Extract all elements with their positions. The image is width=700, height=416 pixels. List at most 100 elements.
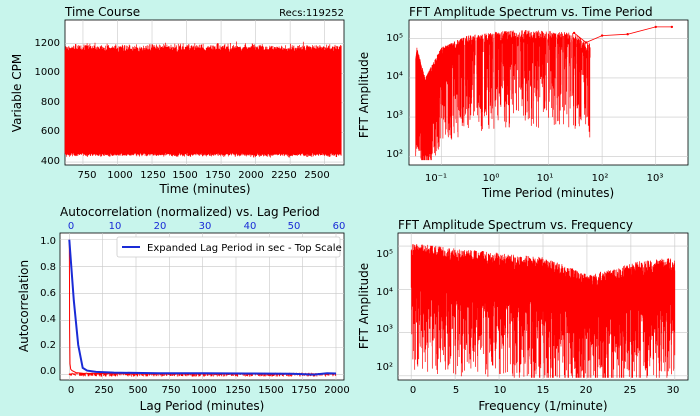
x-ticks: 0 5 10 15 20 25 30	[410, 385, 680, 396]
y-tick: 1200	[35, 38, 60, 49]
y-tick: 0.8	[40, 262, 56, 273]
x-tick: 15	[537, 385, 550, 396]
data-series	[415, 25, 674, 161]
data-point	[572, 31, 576, 35]
x-tick: 10²	[592, 173, 609, 184]
data-point	[670, 25, 674, 29]
y-axis-label: Autocorrelation	[17, 260, 31, 352]
x-tick: 5	[453, 385, 459, 396]
x-tick: 1750	[291, 385, 316, 396]
top-x-tick: 0	[68, 221, 74, 232]
panel-fft-period: FFT Amplitude Spectrum vs. Time Period T…	[357, 5, 689, 200]
x-tick: 500	[128, 385, 147, 396]
x-tick: 30	[667, 385, 680, 396]
x-ticks: 10⁻¹ 10⁰ 10¹ 10² 10³	[425, 173, 663, 184]
series-spikes	[64, 41, 342, 158]
y-tick: 0.6	[40, 288, 56, 299]
y-tick: 800	[41, 97, 60, 108]
x-tick: 10⁻¹	[425, 173, 447, 184]
y-ticks: 10² 10³ 10⁴ 10⁵	[386, 33, 403, 160]
x-tick: 2000	[238, 170, 263, 181]
x-tick: 10	[494, 385, 507, 396]
x-axis-label: Lag Period (minutes)	[140, 399, 265, 413]
top-x-ticks: 0 10 20 30 40 50 60	[68, 221, 346, 232]
x-tick: 0	[68, 385, 74, 396]
x-tick: 0	[410, 385, 416, 396]
y-tick: 0.4	[40, 314, 56, 325]
y-tick: 400	[41, 156, 60, 167]
data-series	[410, 244, 676, 378]
y-axis-label: Variable CPM	[10, 54, 24, 132]
data-point	[626, 33, 629, 36]
x-ticks: 0 250 500 750 1000 1250 1500 1750 2000	[68, 385, 350, 396]
x-axis-label: Frequency (1/minute)	[478, 399, 607, 413]
chart-title: Time Course	[64, 5, 140, 19]
x-ticks: 750 1000 1250 1500 1750 2000 2250 2500	[77, 170, 329, 181]
y-tick: 0.0	[40, 366, 56, 377]
x-tick: 1500	[258, 385, 283, 396]
top-x-tick: 40	[244, 221, 257, 232]
y-axis-label: FFT Amplitude	[357, 52, 371, 138]
chart-title: Autocorrelation (normalized) vs. Lag Per…	[60, 205, 320, 219]
panel-autocorrelation: Autocorrelation (normalized) vs. Lag Per…	[17, 205, 350, 413]
panel-time-course: Time Course Recs:119252 Time (minutes) V…	[10, 5, 345, 196]
x-tick: 2000	[324, 385, 349, 396]
series-spikes	[410, 244, 676, 378]
panel-fft-frequency: FFT Amplitude Spectrum vs. Frequency Fre…	[357, 218, 689, 413]
top-x-tick: 30	[199, 221, 212, 232]
legend-label-expanded: Expanded Lag Period in sec - Top Scale	[147, 243, 342, 254]
series-expanded	[68, 239, 337, 376]
top-x-tick: 10	[109, 221, 122, 232]
y-tick: 1000	[35, 67, 60, 78]
top-x-tick: 50	[288, 221, 301, 232]
data-series	[64, 41, 342, 158]
y-tick: 10³	[376, 324, 393, 335]
y-tick: 600	[41, 126, 60, 137]
x-tick: 750	[77, 170, 96, 181]
top-x-tick: 20	[154, 221, 167, 232]
y-tick: 10²	[386, 149, 403, 160]
y-tick: 10⁵	[376, 249, 393, 260]
x-tick: 250	[94, 385, 113, 396]
chart-title: FFT Amplitude Spectrum vs. Frequency	[398, 218, 633, 232]
y-tick: 10⁴	[376, 287, 393, 298]
y-tick: 10²	[376, 362, 393, 373]
y-ticks: 10² 10³ 10⁴ 10⁵	[376, 249, 393, 373]
x-tick: 750	[161, 385, 180, 396]
x-tick: 1500	[172, 170, 197, 181]
y-ticks: 0.0 0.2 0.4 0.6 0.8 1.0	[40, 236, 56, 377]
y-tick: 0.2	[40, 340, 56, 351]
data-series	[68, 239, 337, 377]
y-tick: 10⁵	[386, 33, 403, 44]
x-tick: 2500	[304, 170, 329, 181]
x-axis-label: Time Period (minutes)	[481, 186, 614, 200]
x-tick: 10³	[647, 173, 664, 184]
x-tick: 10¹	[537, 173, 554, 184]
series-spikes	[415, 30, 591, 161]
x-tick: 1250	[140, 170, 165, 181]
x-tick: 20	[580, 385, 593, 396]
y-axis-label: FFT Amplitude	[357, 263, 371, 349]
top-x-tick: 60	[333, 221, 346, 232]
data-point	[584, 41, 588, 44]
recs-annotation: Recs:119252	[279, 8, 344, 19]
x-tick: 1000	[191, 385, 216, 396]
x-tick: 2250	[271, 170, 296, 181]
series-tail	[573, 26, 672, 43]
x-tick: 1250	[225, 385, 250, 396]
y-tick: 1.0	[40, 236, 56, 247]
legend: Expanded Lag Period in sec - Top Scale	[116, 236, 342, 258]
y-tick: 10⁴	[386, 71, 403, 82]
x-tick: 25	[624, 385, 637, 396]
chart-title: FFT Amplitude Spectrum vs. Time Period	[409, 5, 653, 19]
x-tick: 1000	[107, 170, 132, 181]
x-axis-label: Time (minutes)	[158, 182, 250, 196]
plot-area	[59, 232, 345, 381]
data-point	[600, 34, 604, 37]
y-ticks: 400 600 800 1000 1200	[35, 38, 60, 167]
x-tick: 10⁰	[483, 173, 500, 184]
data-point	[654, 25, 657, 29]
y-tick: 10³	[386, 110, 403, 121]
x-tick: 1750	[205, 170, 230, 181]
